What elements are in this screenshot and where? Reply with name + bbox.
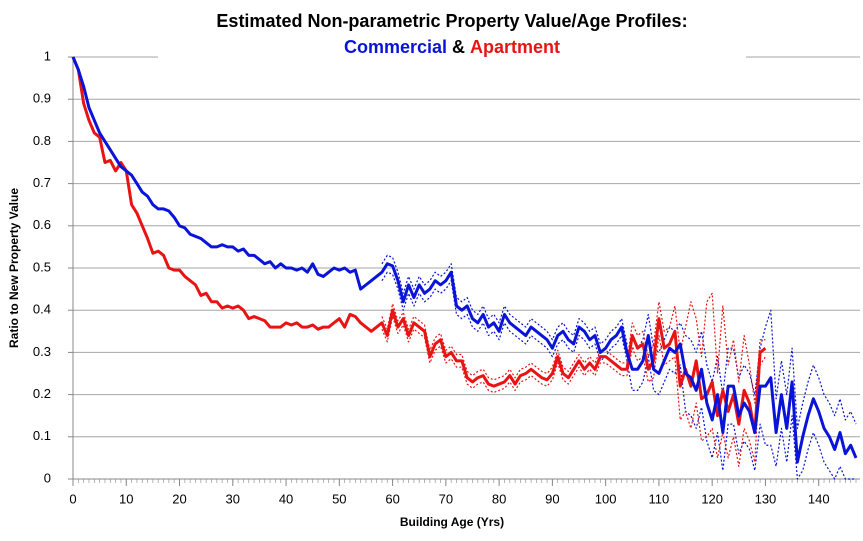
x-tick-label: 140 [808, 491, 830, 506]
y-tick-label: 0 [44, 470, 51, 485]
y-axis-title: Ratio to New Property Value [7, 188, 21, 348]
x-tick-label: 100 [595, 491, 617, 506]
chart-subtitle: Commercial & Apartment [344, 37, 560, 57]
lower-band [381, 271, 856, 480]
title-backdrop [158, 0, 746, 64]
x-tick-label: 120 [701, 491, 723, 506]
y-tick-label: 0.7 [33, 175, 51, 190]
y-tick-label: 0.8 [33, 133, 51, 148]
x-tick-label: 130 [755, 491, 777, 506]
y-tick-label: 0.1 [33, 428, 51, 443]
x-tick-label: 50 [332, 491, 346, 506]
x-tick-label: 80 [492, 491, 506, 506]
y-tick-label: 1 [44, 48, 51, 63]
x-axis-title: Building Age (Yrs) [400, 515, 504, 529]
y-tick-label: 0.9 [33, 91, 51, 106]
x-tick-label: 60 [385, 491, 399, 506]
y-tick-label: 0.4 [33, 302, 51, 317]
lower-band [381, 315, 766, 467]
y-tick-label: 0.6 [33, 217, 51, 232]
x-tick-label: 90 [545, 491, 559, 506]
series-line [71, 56, 767, 435]
series-name: Commercial [344, 37, 447, 57]
x-tick-label: 0 [69, 491, 76, 506]
plot-area [71, 56, 860, 480]
y-tick-label: 0.2 [33, 386, 51, 401]
x-tick-label: 70 [439, 491, 453, 506]
upper-band [381, 292, 766, 404]
upper-band [381, 254, 857, 429]
x-tick-label: 30 [226, 491, 240, 506]
series-name: Apartment [470, 37, 560, 57]
x-tick-label: 20 [172, 491, 186, 506]
title-connector: & [452, 37, 465, 57]
series-line [71, 56, 858, 464]
chart-title: Estimated Non-parametric Property Value/… [216, 11, 687, 31]
x-tick-label: 40 [279, 491, 293, 506]
y-tick-label: 0.3 [33, 344, 51, 359]
x-tick-label: 110 [649, 491, 670, 506]
y-tick-label: 0.5 [33, 259, 51, 274]
x-tick-label: 10 [119, 491, 133, 506]
